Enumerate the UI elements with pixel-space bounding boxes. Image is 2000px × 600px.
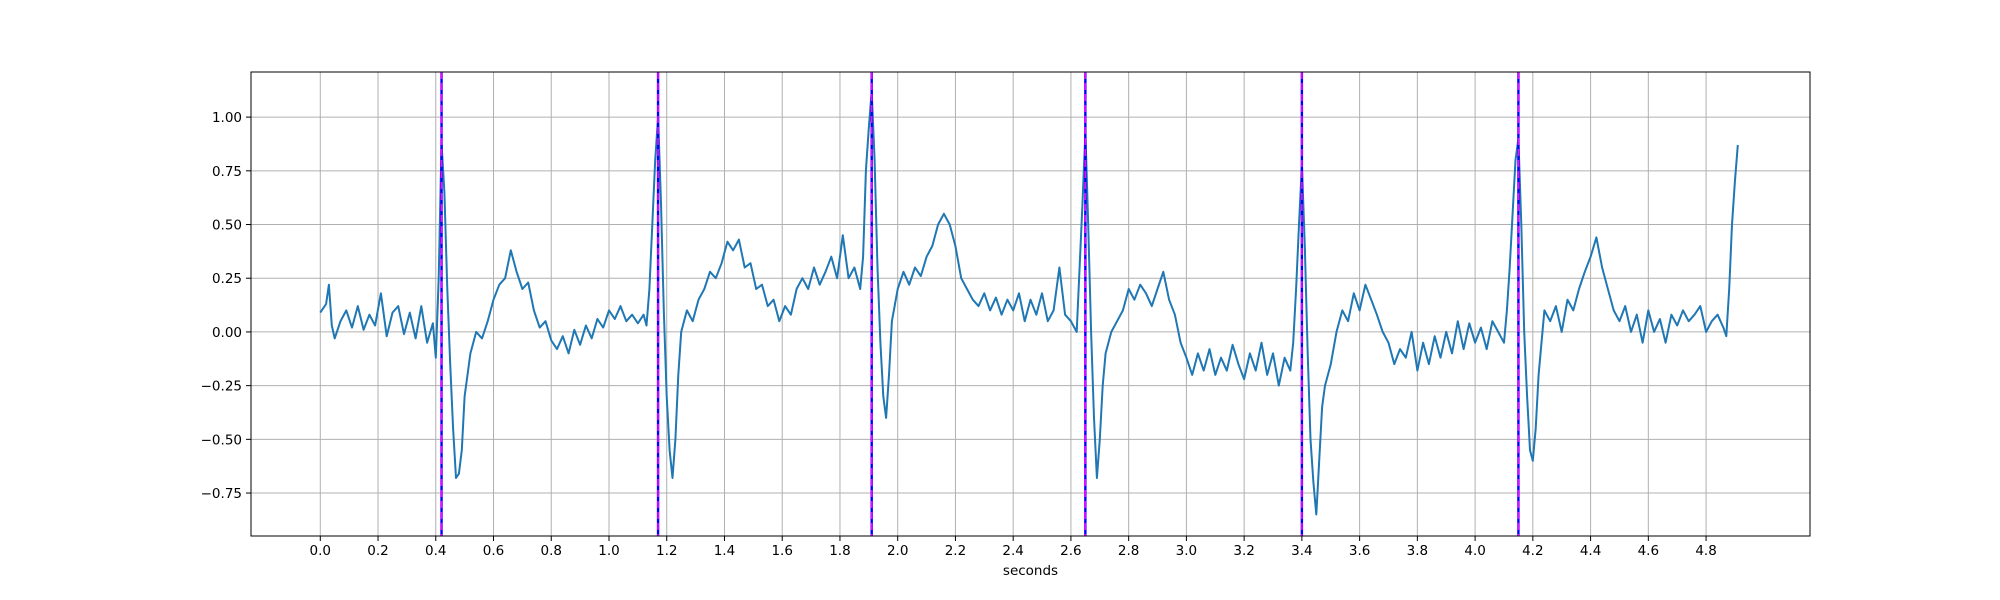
x-tick-label: 1.8: [829, 543, 850, 559]
y-tick-label: 0.00: [212, 325, 242, 341]
x-tick-label: 4.4: [1580, 543, 1601, 559]
x-tick-label: 2.2: [945, 543, 966, 559]
y-tick-label: 0.50: [212, 218, 242, 234]
x-tick-label: 1.6: [771, 543, 792, 559]
x-tick-label: 0.2: [367, 543, 388, 559]
x-tick-label: 3.0: [1176, 543, 1197, 559]
peak-markers: [440, 72, 1520, 536]
y-tick-label: −0.25: [201, 379, 242, 395]
x-tick-label: 0.4: [425, 543, 446, 559]
x-tick-label: 4.6: [1638, 543, 1659, 559]
x-axis-ticks: 0.0 0.2 0.4 0.6 0.8 1.0 1.2 1.4 1.6 1.8 2.0 2.2 2.4 2…: [310, 536, 1717, 559]
x-tick-label: 1.0: [598, 543, 619, 559]
x-tick-label: 1.2: [656, 543, 677, 559]
y-tick-label: −0.50: [201, 432, 242, 448]
y-axis-ticks: −0.75 −0.50 −0.25 0.00 0.25 0.50 0.75 1.00: [201, 110, 251, 502]
x-tick-label: 4.8: [1695, 543, 1716, 559]
plot-area-frame: [250, 71, 1811, 537]
signal-series: [319, 90, 1739, 516]
x-tick-label: 3.2: [1233, 543, 1254, 559]
x-tick-label: 2.8: [1118, 543, 1139, 559]
x-tick-label: 3.4: [1291, 543, 1312, 559]
x-tick-label: 2.0: [887, 543, 908, 559]
signal-line: [319, 90, 1739, 516]
x-tick-label: 0.8: [541, 543, 562, 559]
x-tick-label: 4.0: [1464, 543, 1485, 559]
x-tick-label: 0.0: [310, 543, 331, 559]
y-tick-label: −0.75: [201, 486, 242, 502]
x-tick-label: 3.8: [1407, 543, 1428, 559]
x-axis-label: seconds: [1003, 563, 1058, 579]
grid-lines: [251, 72, 1810, 536]
x-tick-label: 3.6: [1349, 543, 1370, 559]
y-tick-label: 0.75: [212, 164, 242, 180]
y-tick-label: 1.00: [212, 110, 242, 126]
x-tick-label: 1.4: [714, 543, 735, 559]
y-tick-label: 0.25: [212, 271, 242, 287]
x-tick-label: 4.2: [1522, 543, 1543, 559]
x-tick-label: 0.6: [483, 543, 504, 559]
x-tick-label: 2.4: [1002, 543, 1023, 559]
x-tick-label: 2.6: [1060, 543, 1081, 559]
